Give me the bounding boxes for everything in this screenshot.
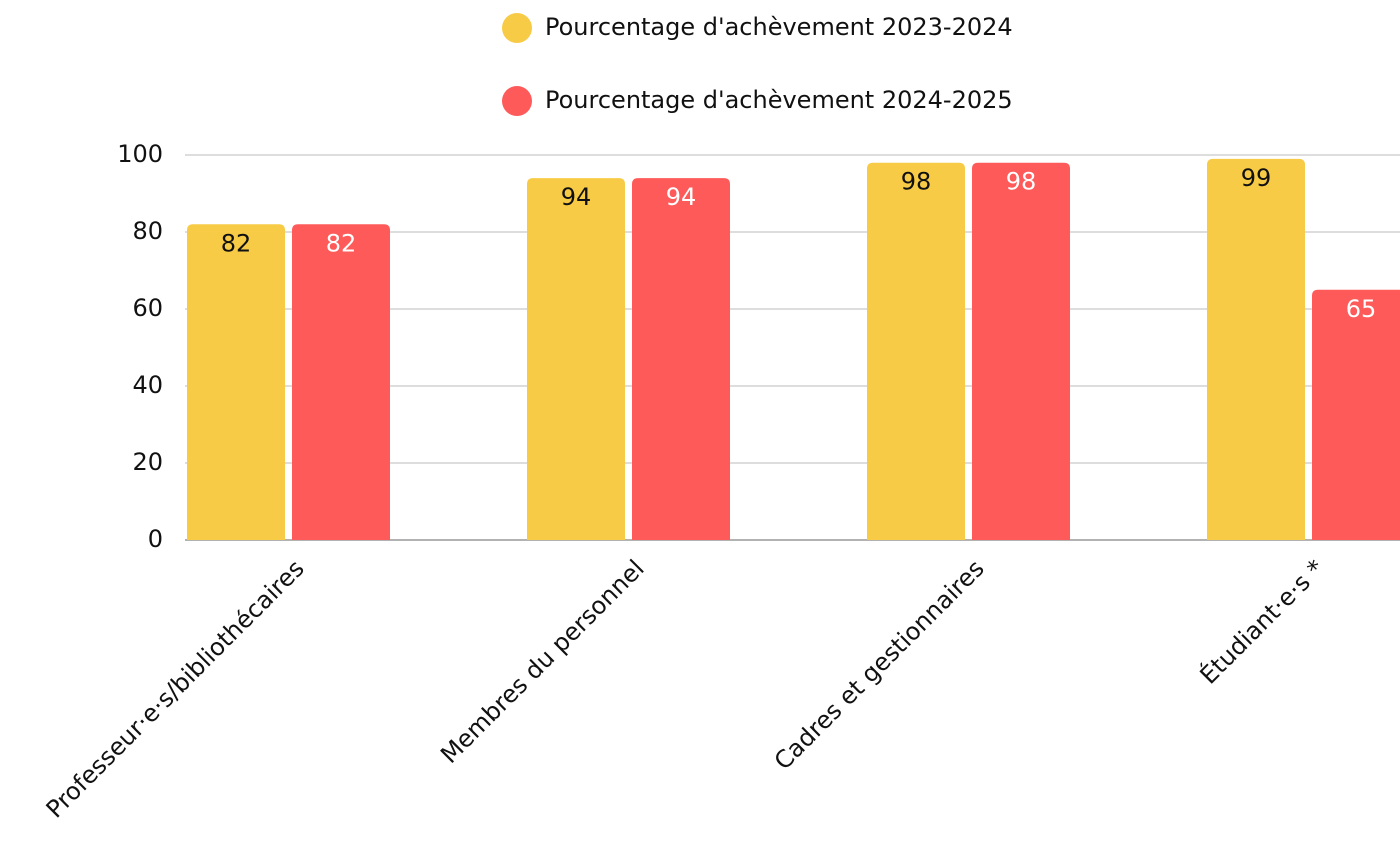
x-tick-label: Étudiant·e·s *: [1194, 554, 1330, 690]
bar: [1312, 289, 1400, 540]
x-tick-label: Cadres et gestionnaires: [769, 554, 990, 775]
bar: [972, 162, 1070, 540]
y-tick-label: 40: [132, 371, 163, 399]
y-tick-label: 20: [132, 448, 163, 476]
bar-value-label: 98: [1006, 168, 1037, 196]
bar: [527, 178, 625, 540]
bar: [867, 162, 965, 540]
bar-value-label: 99: [1241, 164, 1272, 192]
bar-value-label: 98: [901, 168, 932, 196]
bar-value-label: 82: [221, 229, 252, 257]
x-tick-label: Membres du personnel: [435, 554, 649, 768]
y-tick-label: 0: [148, 525, 163, 553]
y-tick-label: 100: [117, 140, 163, 168]
bar: [187, 224, 285, 541]
bar-value-label: 94: [561, 183, 592, 211]
bar-value-label: 65: [1346, 295, 1377, 323]
bar-value-label: 94: [666, 183, 697, 211]
bar: [632, 178, 730, 540]
y-tick-label: 60: [132, 294, 163, 322]
legend-label: Pourcentage d'achèvement 2023-2024: [545, 13, 1013, 41]
x-tick-label: Professeur·e·s/bibliothécaires: [41, 554, 310, 823]
bar: [1207, 158, 1305, 540]
legend-label: Pourcentage d'achèvement 2024-2025: [545, 86, 1013, 114]
bar-value-label: 82: [326, 229, 357, 257]
legend-swatch: [502, 86, 532, 116]
bar: [292, 224, 390, 541]
y-tick-label: 80: [132, 217, 163, 245]
legend-swatch: [502, 13, 532, 43]
